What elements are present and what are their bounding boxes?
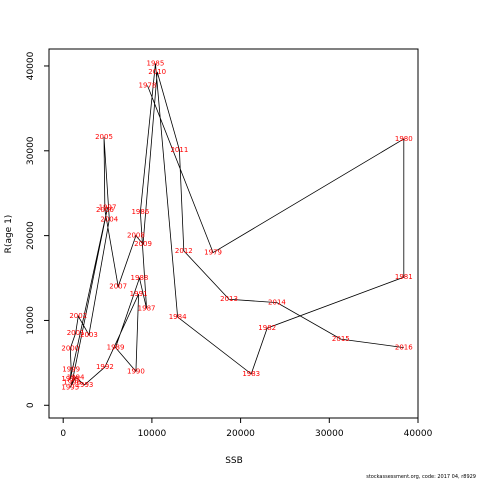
year-label: 2006: [96, 206, 114, 214]
year-label: 1999: [62, 366, 80, 374]
y-axis-label: R(age 1): [4, 215, 14, 254]
year-label: 1990: [127, 367, 145, 375]
year-label: 2000: [61, 344, 79, 352]
year-label: 1981: [395, 273, 413, 281]
x-tick-label: 30000: [315, 429, 344, 439]
year-label: 1989: [107, 344, 125, 352]
x-tick-label: 40000: [404, 429, 433, 439]
plot-frame: [48, 48, 419, 419]
year-label: 1994: [67, 373, 85, 381]
year-label: 1992: [96, 363, 114, 371]
y-tick-label: 10000: [26, 306, 36, 335]
year-label: 1980: [395, 135, 413, 143]
footer: stockassessment.org, code: 2017 04, r892…: [366, 474, 476, 480]
year-label: 2004: [100, 216, 118, 224]
year-label: 2005: [95, 133, 113, 141]
year-label: 2001: [67, 329, 85, 337]
year-label: 1984: [169, 313, 187, 321]
x-tick-label: 10000: [138, 429, 167, 439]
year-label: 1988: [131, 274, 149, 282]
y-tick-label: 30000: [26, 136, 36, 165]
year-label: 2014: [268, 299, 286, 307]
year-label: 1985: [147, 59, 165, 67]
year-label: 1987: [138, 305, 156, 313]
y-tick-label: 0: [26, 402, 36, 408]
trajectory: [69, 63, 405, 388]
year-label: 2015: [332, 335, 350, 343]
x-tick-label: 0: [60, 429, 66, 439]
year-label: 2009: [134, 240, 152, 248]
year-label: 2002: [69, 312, 87, 320]
year-label: 2013: [220, 295, 238, 303]
year-label: 1991: [130, 290, 148, 298]
year-label: 1978: [139, 81, 157, 89]
year-label: 2008: [127, 232, 145, 240]
year-label: 1996: [63, 378, 81, 386]
y-tick-label: 40000: [26, 51, 36, 80]
year-label: 2007: [109, 283, 127, 291]
year-label: 2011: [170, 146, 188, 154]
year-label: 1998: [61, 375, 79, 383]
year-label: 1982: [258, 324, 276, 332]
year-label: 2003: [80, 331, 98, 339]
year-label: 1979: [204, 249, 222, 257]
year-label: 1997: [99, 204, 117, 212]
year-label: 2010: [148, 68, 166, 76]
year-label: 1993: [76, 381, 94, 389]
x-axis-label: SSB: [225, 456, 243, 466]
year-label: 2016: [395, 344, 413, 352]
year-label: 2012: [175, 247, 193, 255]
year-label: 1983: [242, 370, 260, 378]
year-label: 1986: [131, 208, 149, 216]
y-tick-label: 20000: [26, 221, 36, 250]
x-tick-label: 20000: [226, 429, 255, 439]
year-label: 1995: [61, 383, 79, 391]
